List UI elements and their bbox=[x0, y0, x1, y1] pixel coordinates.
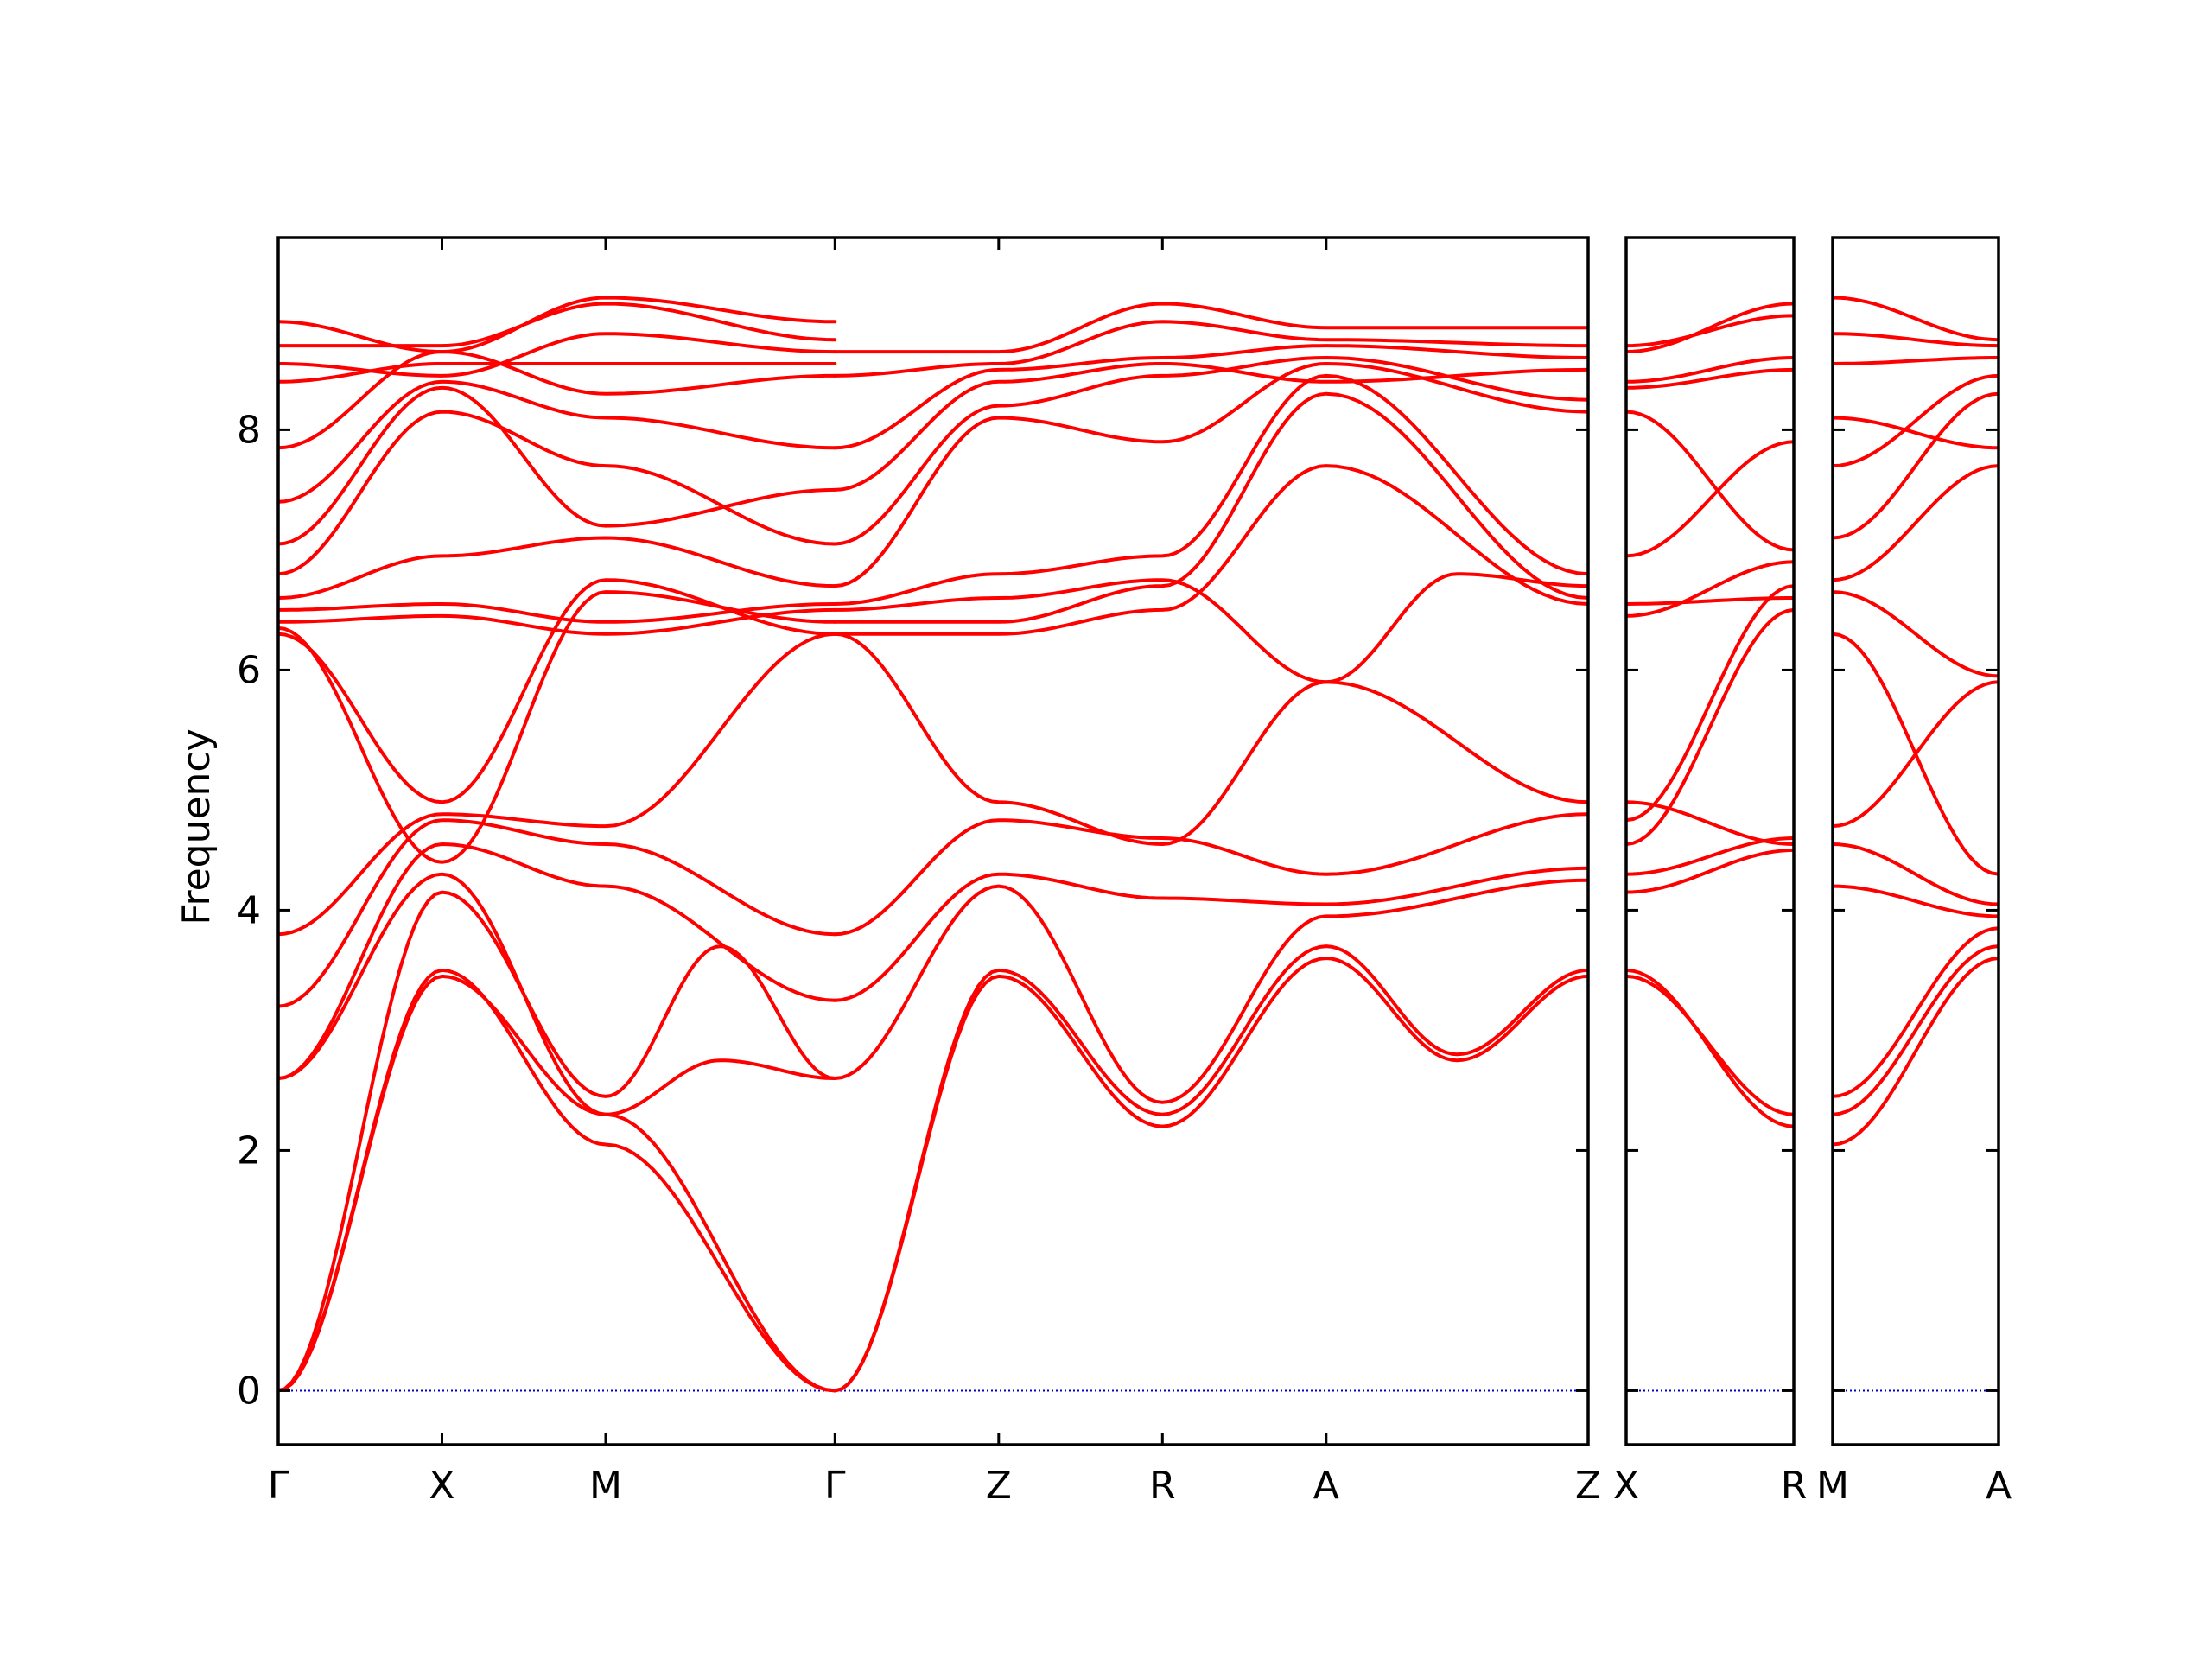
band-line bbox=[833, 356, 1588, 546]
band-line bbox=[833, 320, 1588, 378]
band-line bbox=[278, 362, 837, 384]
panel-frame bbox=[1831, 236, 2000, 1446]
band-line bbox=[1626, 560, 1794, 618]
band-line bbox=[833, 344, 1588, 450]
panel-1: Γ X M Γ Z R A Z 0 2 4 6 8 bbox=[237, 236, 1601, 1508]
band-line bbox=[1626, 440, 1794, 558]
band-line bbox=[833, 878, 1588, 1104]
band-line bbox=[278, 632, 837, 937]
band-line bbox=[833, 391, 1588, 624]
band-line bbox=[833, 632, 1588, 846]
x-tick-label: M bbox=[1816, 1464, 1849, 1508]
x-tick-label: Γ bbox=[268, 1464, 289, 1508]
x-tick-label: A bbox=[1313, 1464, 1339, 1508]
band-line bbox=[278, 872, 837, 1116]
y-tick-label: 8 bbox=[237, 408, 261, 452]
band-line bbox=[1833, 944, 1999, 1116]
x-tick-label: Γ bbox=[824, 1464, 846, 1508]
band-line bbox=[1626, 800, 1794, 846]
series-group bbox=[1626, 302, 1794, 1128]
band-line bbox=[1626, 596, 1794, 606]
band-line bbox=[278, 607, 837, 636]
band-line bbox=[833, 373, 1588, 606]
panel-frame bbox=[276, 236, 1590, 1446]
band-line bbox=[1626, 974, 1794, 1116]
band-line bbox=[278, 890, 837, 1393]
band-line bbox=[833, 866, 1588, 1002]
band-line bbox=[1626, 302, 1794, 354]
band-line bbox=[278, 602, 837, 624]
band-line bbox=[1626, 848, 1794, 894]
band-line bbox=[833, 302, 1588, 354]
band-line bbox=[1833, 926, 1999, 1098]
band-line bbox=[1626, 356, 1794, 384]
x-tick-label: R bbox=[1781, 1464, 1808, 1508]
band-line bbox=[278, 974, 837, 1393]
band-line bbox=[1626, 968, 1794, 1128]
band-line bbox=[1833, 296, 1999, 342]
band-line bbox=[1833, 356, 1999, 365]
band-line bbox=[833, 957, 1588, 1393]
band-line bbox=[833, 572, 1588, 684]
band-line bbox=[1833, 464, 1999, 582]
band-line bbox=[278, 818, 837, 1008]
band-line bbox=[1833, 842, 1999, 906]
band-line bbox=[833, 464, 1588, 636]
band-line bbox=[1626, 607, 1794, 846]
band-line bbox=[1833, 373, 1999, 468]
band-line bbox=[278, 350, 837, 450]
band-line bbox=[1833, 416, 1999, 450]
y-tick-label: 4 bbox=[237, 888, 261, 932]
band-line bbox=[833, 812, 1588, 937]
x-tick-label: A bbox=[1986, 1464, 2012, 1508]
band-line bbox=[1833, 590, 1999, 678]
band-line bbox=[278, 410, 837, 576]
band-line bbox=[278, 385, 837, 546]
band-line bbox=[1833, 632, 1999, 876]
band-line bbox=[1833, 957, 1999, 1147]
x-tick-label: X bbox=[1613, 1464, 1639, 1508]
band-line bbox=[1626, 367, 1794, 390]
y-tick-label: 2 bbox=[237, 1128, 261, 1173]
y-tick-label: 6 bbox=[237, 648, 261, 692]
series-group bbox=[1833, 296, 1999, 1147]
band-line bbox=[833, 362, 1588, 492]
y-tick-label: 0 bbox=[237, 1369, 261, 1413]
band-line bbox=[278, 296, 837, 354]
band-line bbox=[278, 536, 837, 600]
x-tick-label: Z bbox=[1575, 1464, 1601, 1508]
band-line bbox=[278, 842, 837, 1080]
band-line bbox=[278, 332, 837, 378]
x-tick-label: Z bbox=[986, 1464, 1012, 1508]
band-line bbox=[833, 944, 1588, 1393]
x-tick-label: M bbox=[589, 1464, 622, 1508]
band-line bbox=[278, 590, 837, 864]
band-line bbox=[1626, 410, 1794, 552]
band-line bbox=[1833, 332, 1999, 348]
band-line bbox=[1626, 314, 1794, 348]
panel-frame bbox=[1624, 236, 1796, 1446]
band-line bbox=[1833, 884, 1999, 918]
band-line bbox=[1833, 391, 1999, 540]
band-line bbox=[833, 362, 1588, 588]
y-axis-label: Frequency bbox=[175, 728, 219, 925]
x-tick-label: R bbox=[1149, 1464, 1176, 1508]
band-line bbox=[278, 379, 837, 504]
series-group bbox=[278, 296, 1588, 1393]
x-tick-label: X bbox=[429, 1464, 454, 1508]
